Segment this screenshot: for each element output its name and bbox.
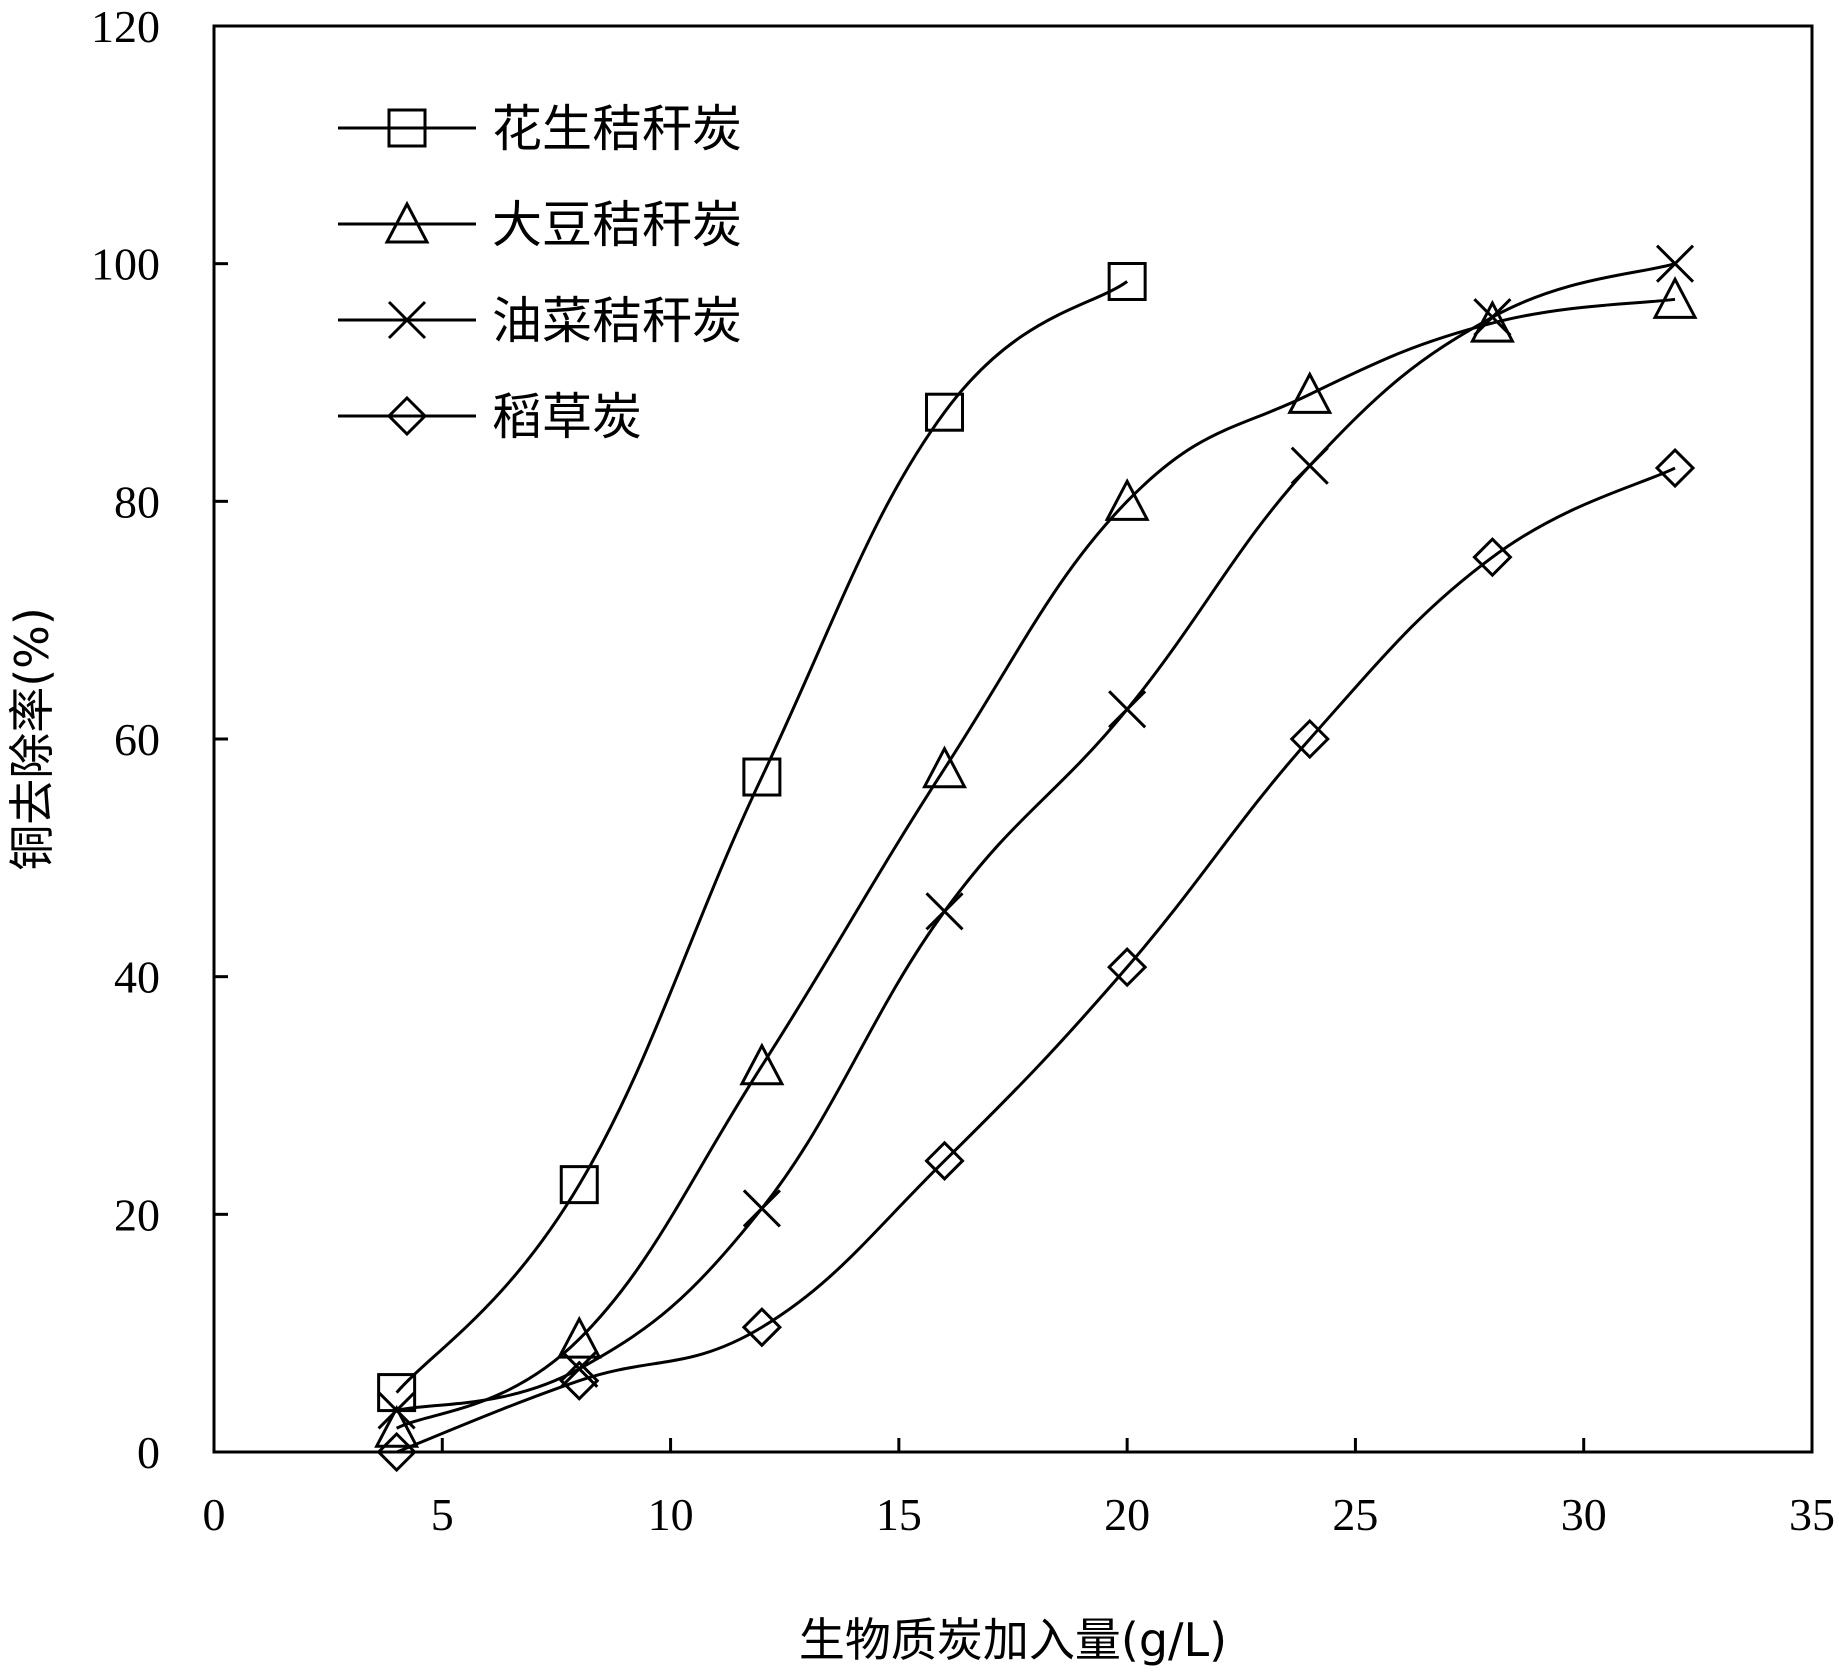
series-line	[396, 262, 1676, 1412]
plot-area	[212, 24, 1814, 1454]
legend-label: 大豆秸秆炭	[492, 196, 742, 254]
x-tick-label: 15	[876, 1489, 922, 1540]
legend-label: 稻草炭	[492, 388, 642, 446]
y-axis-title: 铜去除率(%)	[5, 607, 59, 871]
data-point-diamond	[1472, 537, 1513, 578]
series-line	[396, 466, 1676, 1454]
data-point-x	[1108, 690, 1147, 729]
series-triangle	[374, 276, 1698, 1448]
series-diamond	[376, 447, 1696, 1473]
legend-item: 花生秸秆炭	[338, 100, 742, 158]
x-tick-label: 0	[203, 1489, 226, 1540]
data-point-triangle	[1104, 478, 1150, 521]
data-point-diamond	[741, 1307, 783, 1348]
x-tick-label: 20	[1104, 1489, 1150, 1540]
data-point-x	[925, 892, 964, 931]
y-tick-label: 40	[114, 952, 160, 1003]
y-tick-label: 80	[114, 476, 160, 527]
data-point-square	[1107, 261, 1147, 301]
y-tick-label: 20	[114, 1189, 160, 1240]
data-point-square	[559, 1165, 599, 1205]
data-point-triangle	[922, 745, 967, 789]
data-point-x	[1473, 298, 1512, 337]
data-point-x	[1290, 446, 1329, 485]
x-axis-ticks: 0 5 10 15 20 25 30 35	[203, 1438, 1835, 1540]
data-point-diamond	[1289, 718, 1330, 760]
y-tick-label: 100	[91, 239, 160, 290]
series-line	[395, 280, 1129, 1394]
data-point-square	[742, 757, 782, 797]
y-tick-label: 120	[91, 1, 160, 52]
legend-item: 大豆秸秆炭	[338, 196, 742, 254]
legend-item: 稻草炭	[338, 388, 642, 446]
legend-item: 油菜秸秆炭	[338, 292, 742, 350]
data-point-x	[560, 1349, 599, 1388]
data-point-x	[377, 1391, 416, 1430]
legend-marker-square	[387, 108, 427, 148]
series-x	[377, 244, 1695, 1430]
x-tick-label: 35	[1789, 1489, 1835, 1540]
data-point-triangle	[556, 1315, 602, 1359]
y-tick-label: 60	[114, 714, 160, 765]
data-point-diamond	[924, 1140, 965, 1181]
data-point-x	[1655, 244, 1695, 283]
series-line	[395, 297, 1676, 1430]
data-point-diamond	[1107, 947, 1148, 988]
x-axis-title: 生物质炭加入量(g/L)	[799, 1613, 1227, 1667]
data-point-triangle	[1287, 371, 1333, 414]
data-point-diamond	[1654, 447, 1696, 489]
legend-marker-triangle	[384, 200, 430, 244]
legend-label: 油菜秸秆炭	[492, 292, 742, 350]
legend-marker-diamond	[386, 395, 428, 437]
data-point-triangle	[1652, 276, 1698, 319]
data-point-triangle	[739, 1042, 785, 1086]
x-tick-label: 25	[1332, 1489, 1378, 1540]
data-point-diamond	[376, 1431, 417, 1473]
x-tick-label: 10	[648, 1489, 694, 1540]
x-tick-label: 5	[431, 1489, 454, 1540]
data-point-triangle	[374, 1405, 420, 1448]
data-point-diamond	[559, 1360, 600, 1401]
legend-label: 花生秸秆炭	[492, 100, 742, 158]
x-tick-label: 30	[1561, 1489, 1607, 1540]
y-tick-label: 0	[137, 1427, 160, 1478]
y-axis-ticks: 0 20 40 60 80 100 120	[91, 1, 228, 1478]
series-layer	[374, 244, 1698, 1473]
data-point-square	[925, 392, 965, 432]
data-point-x	[742, 1189, 781, 1228]
legend-marker-x	[387, 300, 427, 340]
